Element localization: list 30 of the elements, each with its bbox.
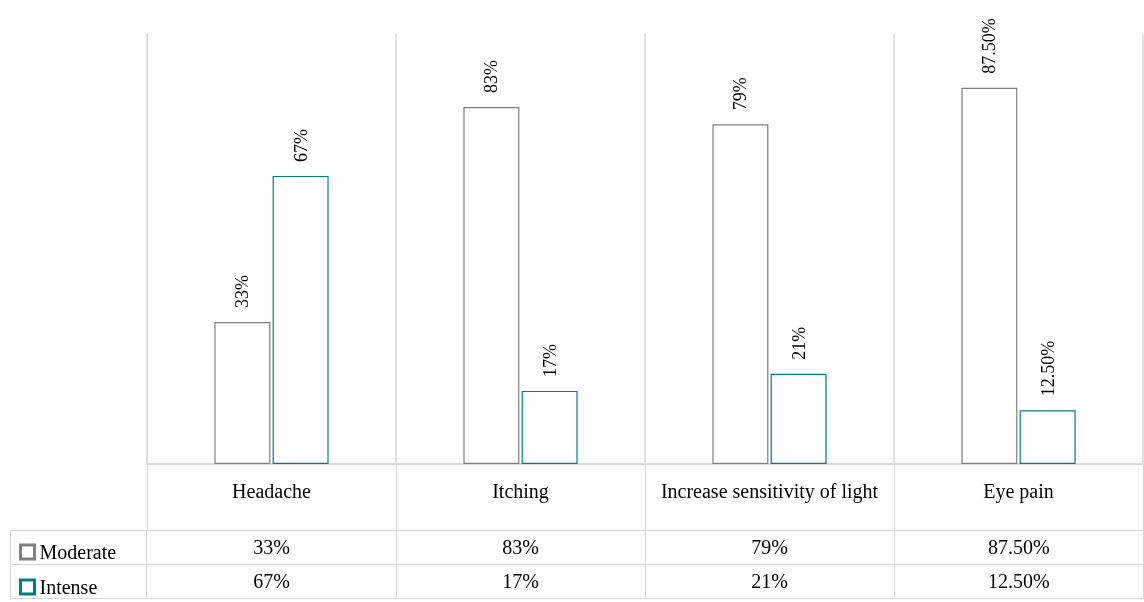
data-label: 79%	[645, 530, 895, 565]
bar	[521, 390, 578, 464]
data-label: 17%	[396, 564, 646, 599]
x-tick-label: Eye pain	[983, 480, 1054, 503]
bar	[961, 87, 1018, 464]
legend-label: Intense	[39, 576, 98, 598]
data-label: 21%	[645, 564, 895, 599]
text: 79%	[730, 77, 751, 111]
data-label: 67%	[146, 564, 397, 599]
bar	[1019, 410, 1076, 464]
data-label: 87.50%	[894, 530, 1144, 565]
data-label: 33%	[146, 530, 397, 565]
data-label: 12.50%	[894, 564, 1144, 599]
text: 12.50%	[1037, 340, 1058, 397]
legend-label: Moderate	[39, 541, 117, 563]
text: 67%	[290, 128, 311, 162]
x-tick-label: Headache	[232, 480, 312, 502]
text: 87.50%	[979, 18, 1000, 74]
bar	[712, 124, 769, 464]
text: 33%	[232, 275, 253, 309]
x-tick-label: Increase sensitivity of light	[660, 480, 879, 503]
bar	[463, 107, 520, 464]
data-label: 83%	[396, 530, 646, 565]
text: 21%	[788, 326, 809, 360]
text: 83%	[481, 60, 502, 94]
text: 17%	[539, 343, 560, 377]
bar	[272, 175, 329, 464]
bar	[770, 373, 827, 464]
bar	[214, 322, 271, 464]
x-tick-label: Itching	[492, 480, 549, 503]
